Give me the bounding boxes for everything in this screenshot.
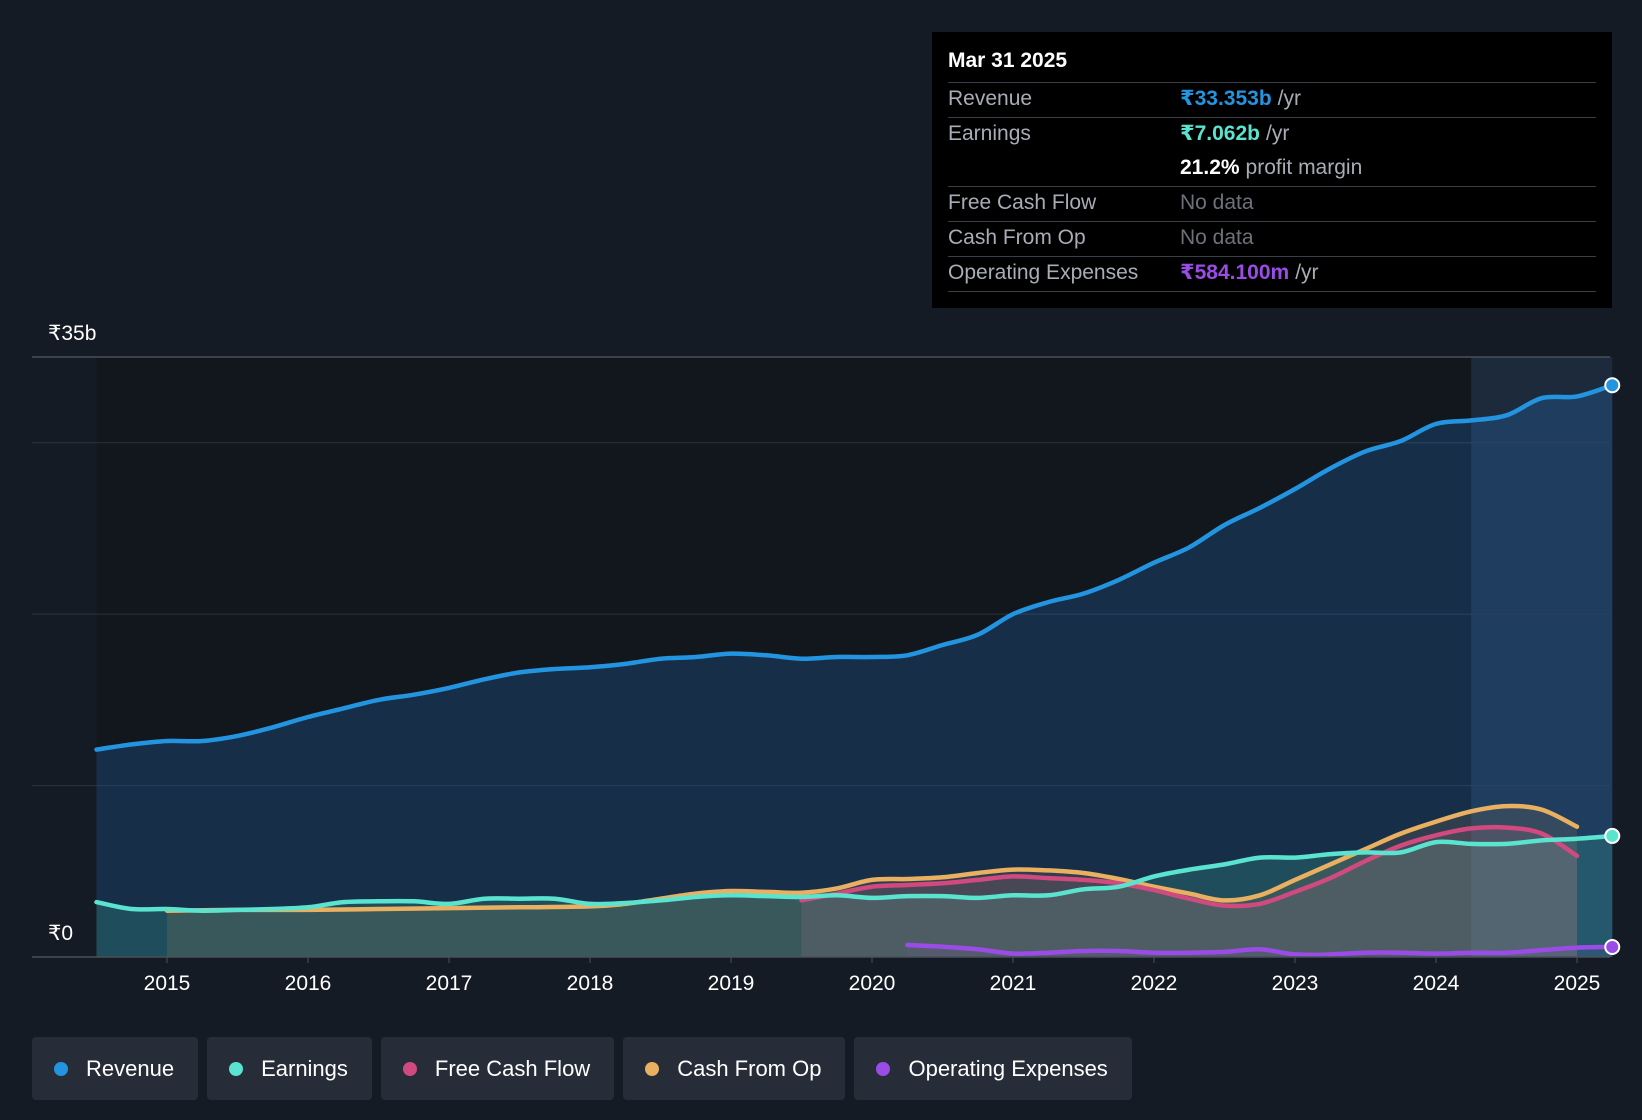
legend: Revenue Earnings Free Cash Flow Cash Fro… — [32, 1037, 1132, 1100]
revenue-end-marker — [1604, 377, 1621, 394]
gridlines — [32, 356, 1613, 958]
x-tick-label-2021: 2021 — [990, 972, 1037, 995]
series-lines — [94, 382, 1615, 958]
tooltip-row-opex: Operating Expenses ₹584.100m/yr — [948, 257, 1596, 292]
x-tick-label-2019: 2019 — [708, 972, 755, 995]
legend-label-cash-from-op: Cash From Op — [677, 1055, 822, 1081]
tooltip-label-revenue: Revenue — [948, 87, 1033, 110]
highlight-region — [1471, 357, 1613, 957]
y-axis-bottom-label: ₹0 — [48, 922, 73, 945]
tooltip-row-margin: 21.2% profit margin — [948, 152, 1596, 187]
tooltip-label-cfo: Cash From Op — [948, 226, 1086, 249]
y-axis-top-label: ₹35b — [48, 322, 96, 345]
x-tick-label-2017: 2017 — [426, 972, 473, 995]
tooltip-label-fcf: Free Cash Flow — [948, 191, 1097, 214]
revenue-dot-icon — [54, 1061, 68, 1076]
legend-item-earnings[interactable]: Earnings — [207, 1037, 372, 1100]
earnings-end-marker — [1604, 827, 1621, 844]
free-cash-flow-dot-icon — [402, 1061, 417, 1076]
tooltip-value-fcf: No data — [1180, 191, 1254, 214]
tooltip-value-opex: ₹584.100m — [1180, 261, 1290, 284]
tooltip-value-margin: 21.2% — [1180, 156, 1240, 179]
legend-label-operating-expenses: Operating Expenses — [908, 1055, 1108, 1081]
earnings-area — [96, 835, 1613, 957]
series-areas — [96, 385, 1613, 957]
tooltip-label-opex: Operating Expenses — [948, 261, 1139, 284]
tooltip-label-earnings: Earnings — [948, 122, 1031, 145]
operating-expenses-dot-icon — [876, 1061, 891, 1076]
tooltip-date: Mar 31 2025 — [948, 46, 1596, 83]
tooltip-unit-revenue: /yr — [1277, 87, 1301, 110]
earnings-line — [94, 833, 1615, 913]
x-axis-ticks: 2015 2016 2017 2018 2019 2020 2021 2022 2023 2024… — [32, 956, 1610, 995]
legend-item-operating-expenses[interactable]: Operating Expenses — [854, 1037, 1132, 1100]
tooltip-unit-opex: /yr — [1295, 261, 1319, 284]
cash-from-op-line — [164, 803, 1580, 913]
tooltip-panel: Mar 31 2025 Revenue ₹33.353b/yr Earnings… — [932, 32, 1612, 308]
x-tick-label-2022: 2022 — [1131, 972, 1178, 995]
x-tick-label-2016: 2016 — [285, 972, 332, 995]
tooltip-row-fcf: Free Cash Flow No data — [948, 187, 1596, 222]
end-markers — [1604, 377, 1621, 955]
x-tick-label-2015: 2015 — [144, 972, 191, 995]
tooltip-label-margin: profit margin — [1245, 156, 1363, 179]
operating-expenses-line — [905, 942, 1615, 958]
free-cash-flow-area — [801, 827, 1577, 957]
tooltip-row-earnings: Earnings ₹7.062b/yr — [948, 118, 1596, 152]
x-tick-label-2024: 2024 — [1413, 972, 1460, 995]
x-tick-label-2020: 2020 — [849, 972, 896, 995]
tooltip-row-revenue: Revenue ₹33.353b/yr — [948, 83, 1596, 118]
tooltip-value-revenue: ₹33.353b — [1180, 87, 1272, 110]
x-tick-label-2018: 2018 — [567, 972, 614, 995]
legend-item-cash-from-op[interactable]: Cash From Op — [623, 1037, 846, 1100]
earnings-dot-icon — [229, 1061, 244, 1076]
revenue-line — [94, 382, 1615, 752]
free-cash-flow-line — [799, 824, 1580, 909]
operating-expenses-end-marker — [1604, 938, 1621, 955]
legend-label-earnings: Earnings — [261, 1055, 348, 1081]
legend-label-revenue: Revenue — [86, 1055, 175, 1081]
revenue-area — [96, 385, 1613, 957]
tooltip-row-cfo: Cash From Op No data — [948, 222, 1596, 257]
x-tick-label-2025: 2025 — [1554, 972, 1601, 995]
tooltip-value-cfo: No data — [1180, 226, 1254, 249]
x-tick-label-2023: 2023 — [1272, 972, 1319, 995]
legend-item-revenue[interactable]: Revenue — [32, 1037, 199, 1100]
tooltip-unit-earnings: /yr — [1266, 122, 1290, 145]
tooltip-value-earnings: ₹7.062b — [1180, 122, 1260, 145]
legend-item-free-cash-flow[interactable]: Free Cash Flow — [380, 1037, 615, 1100]
cash-from-op-dot-icon — [645, 1061, 660, 1076]
legend-label-free-cash-flow: Free Cash Flow — [434, 1055, 591, 1081]
